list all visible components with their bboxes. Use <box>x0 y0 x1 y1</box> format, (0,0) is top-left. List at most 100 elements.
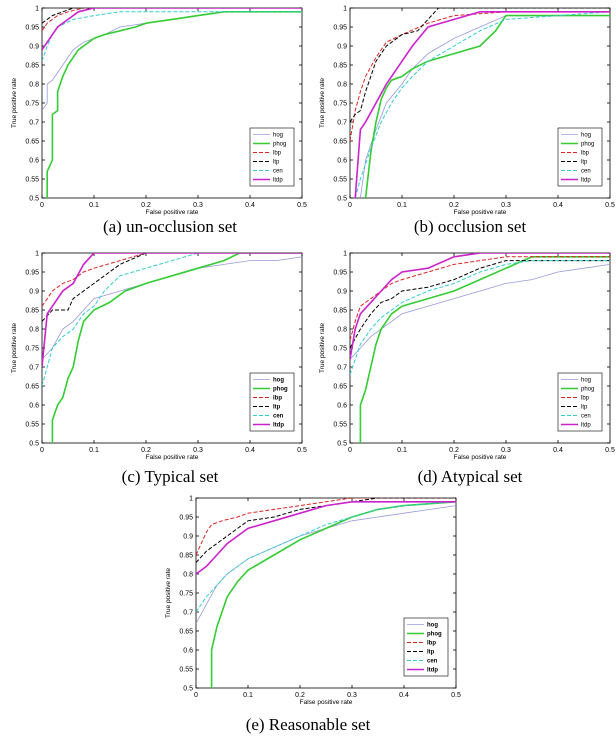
series-line-ltp <box>196 498 456 563</box>
caption-a: (a) un-occlusion set <box>102 217 238 236</box>
legend-label-ltp: ltp <box>273 405 281 411</box>
series-line-hog <box>350 264 610 360</box>
legend-box <box>403 617 449 677</box>
legend-label-lbp: lbp <box>427 641 436 647</box>
series-line-cen <box>42 253 302 387</box>
y-tick-label: 0.85 <box>25 63 39 70</box>
legend-label-phog: phog <box>581 387 594 393</box>
y-tick-label: 0.55 <box>25 177 39 184</box>
x-tick-label: 0.5 <box>451 692 461 699</box>
legend-box <box>249 127 295 187</box>
series-line-phog <box>359 256 610 443</box>
x-tick-label: 0 <box>348 447 352 454</box>
y-tick-label: 0.65 <box>25 139 39 146</box>
series-line-hog <box>42 256 302 360</box>
y-tick-label: 0.55 <box>25 422 39 429</box>
x-tick-label: 0.5 <box>605 202 615 209</box>
series-group <box>350 8 610 198</box>
legend-label-ltdp: ltdp <box>273 178 283 184</box>
series-line-phog <box>51 253 302 443</box>
y-tick-label: 0.8 <box>29 327 39 334</box>
y-tick-label: 0.95 <box>179 515 193 522</box>
y-tick-label: 0.7 <box>29 365 39 372</box>
series-line-cen <box>42 11 302 62</box>
x-tick-label: 0.4 <box>553 447 563 454</box>
y-axis-title: True positive rate <box>11 78 18 128</box>
legend-label-cen: cen <box>581 169 591 175</box>
y-tick-label: 0.65 <box>333 139 347 146</box>
y-tick-label: 0.75 <box>179 591 193 598</box>
series-group <box>350 253 610 443</box>
legend-label-hog: hog <box>273 378 284 384</box>
legend-label-ltdp: ltdp <box>427 668 438 674</box>
y-tick-label: 0.8 <box>29 82 39 89</box>
legend-box <box>557 372 603 432</box>
series-line-ltp <box>350 260 610 349</box>
legend-label-ltp: ltp <box>427 650 435 656</box>
y-tick-label: 0.6 <box>29 403 39 410</box>
y-tick-label: 0.8 <box>337 327 347 334</box>
y-tick-label: 0.5 <box>337 441 347 448</box>
legend-label-phog: phog <box>273 142 286 148</box>
y-tick-label: 0.8 <box>183 572 193 579</box>
x-tick-label: 0.1 <box>397 202 407 209</box>
y-tick-label: 0.75 <box>25 101 39 108</box>
chart-panel-a: 0.5 0.55 0.6 0.65 0.7 0.75 0.8 0.85 0.9 0.95 1 0 0.1… <box>0 0 308 240</box>
series-line-lbp <box>350 256 610 341</box>
series-line-ltdp <box>196 501 456 575</box>
legend: hog phog lbp ltp cen ltdp <box>557 372 603 432</box>
legend-box <box>249 372 295 432</box>
y-tick-label: 0.9 <box>29 289 39 296</box>
roc-chart-c: 0.5 0.55 0.6 0.65 0.7 0.75 0.8 0.85 0.9 0.95 1 0 0.1… <box>11 251 307 462</box>
legend: hog phog lbp ltp cen ltdp <box>249 372 295 432</box>
legend-box <box>557 127 603 187</box>
y-tick-label: 0.95 <box>25 25 39 32</box>
x-tick-label: 0.4 <box>553 202 563 209</box>
y-tick-label: 0.65 <box>25 384 39 391</box>
series-line-lbp <box>350 11 610 142</box>
y-tick-label: 0.9 <box>29 44 39 51</box>
caption-d: (d) Atypical set <box>417 467 523 486</box>
chart-panel-d: 0.5 0.55 0.6 0.65 0.7 0.75 0.8 0.85 0.9 0.95 1 0 0.1… <box>308 245 616 487</box>
x-tick-label: 0 <box>348 202 352 209</box>
y-tick-label: 1 <box>343 6 347 13</box>
roc-chart-d: 0.5 0.55 0.6 0.65 0.7 0.75 0.8 0.85 0.9 0.95 1 0 0.1… <box>319 251 615 462</box>
x-tick-label: 0.3 <box>501 447 511 454</box>
legend-label-cen: cen <box>427 659 438 665</box>
x-tick-label: 0.4 <box>245 202 255 209</box>
series-line-ltdp <box>350 253 610 360</box>
caption-b: (b) occlusion set <box>413 217 527 236</box>
x-tick-label: 0 <box>194 692 198 699</box>
x-tick-label: 0.4 <box>245 447 255 454</box>
y-axis-title: True positive rate <box>165 568 172 618</box>
y-tick-label: 0.85 <box>333 63 347 70</box>
series-line-phog <box>46 11 302 198</box>
y-tick-label: 0.7 <box>337 120 347 127</box>
legend-label-cen: cen <box>273 414 284 420</box>
y-tick-label: 0.65 <box>333 384 347 391</box>
y-tick-label: 0.7 <box>183 610 193 617</box>
y-tick-label: 1 <box>343 251 347 258</box>
y-tick-label: 0.55 <box>179 667 193 674</box>
series-line-ltp <box>350 8 610 123</box>
y-tick-label: 1 <box>35 251 39 258</box>
x-axis-title: False positive rate <box>300 699 353 706</box>
y-tick-label: 0.5 <box>29 441 39 448</box>
legend-label-lbp: lbp <box>273 151 282 157</box>
x-tick-label: 0.3 <box>501 202 511 209</box>
y-tick-label: 0.95 <box>333 25 347 32</box>
legend-label-hog: hog <box>581 133 591 139</box>
series-line-lbp <box>42 8 302 32</box>
y-tick-label: 0.95 <box>25 270 39 277</box>
y-tick-label: 0.5 <box>337 196 347 203</box>
x-axis-title: False positive rate <box>454 454 507 461</box>
caption-e: (e) Reasonable set <box>245 715 371 734</box>
legend-label-lbp: lbp <box>581 151 590 157</box>
legend-label-ltp: ltp <box>581 405 588 411</box>
series-line-ltp <box>42 253 302 322</box>
x-tick-label: 0.2 <box>141 202 151 209</box>
legend-label-lbp: lbp <box>581 396 590 402</box>
y-tick-label: 0.9 <box>337 289 347 296</box>
series-line-phog <box>210 501 456 688</box>
x-tick-label: 0.1 <box>89 202 99 209</box>
